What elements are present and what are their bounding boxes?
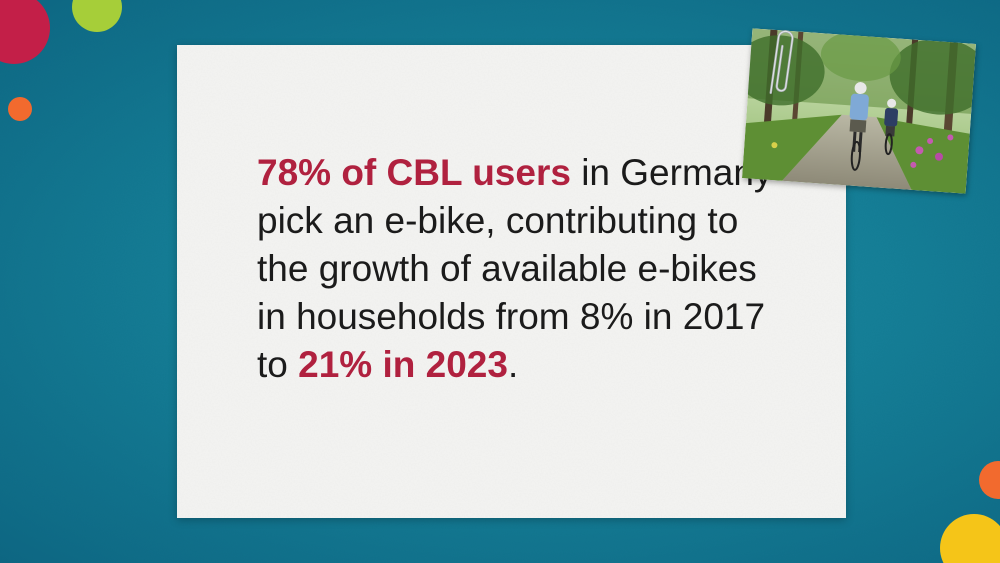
cyclists-photo	[742, 28, 976, 194]
highlight-statistic: 78% of CBL users	[257, 152, 571, 193]
decorative-dot-orange-bottom	[979, 461, 1000, 499]
decorative-dot-yellow	[940, 514, 1000, 563]
highlight-growth-figure: 21% in 2023	[298, 344, 508, 385]
text-card: 78% of CBL users in Germany pick an e-bi…	[177, 45, 846, 518]
decorative-dot-orange	[8, 97, 32, 121]
headline-body-text: in Germany pick an e-bike, contributing …	[257, 152, 773, 385]
headline-statement: 78% of CBL users in Germany pick an e-bi…	[257, 149, 777, 389]
headline-end-punctuation: .	[507, 344, 519, 385]
paperclip-icon	[769, 30, 794, 95]
paper-texture	[177, 45, 846, 518]
